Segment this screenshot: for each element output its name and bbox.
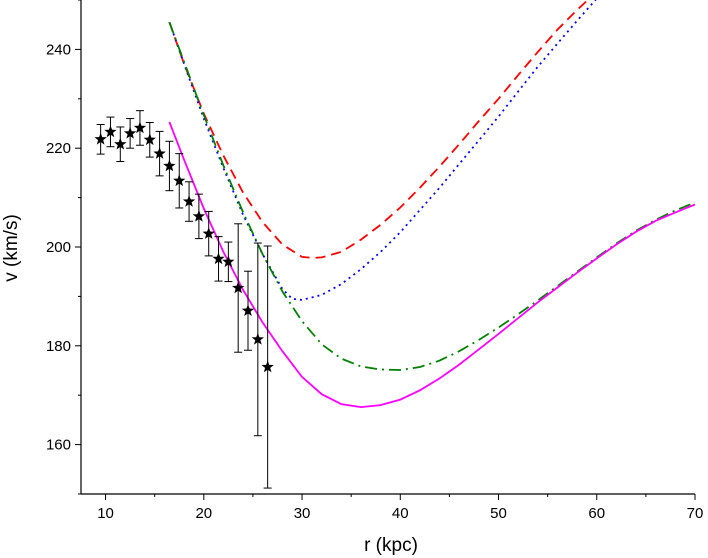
- x-tick-label: 50: [490, 505, 507, 522]
- star-marker: [143, 133, 156, 146]
- x-tick-label: 20: [195, 505, 212, 522]
- star-marker: [232, 281, 245, 294]
- star-marker: [261, 360, 274, 373]
- star-marker: [94, 132, 107, 145]
- star-marker: [173, 174, 186, 187]
- data-point: [251, 242, 264, 437]
- x-tick-label: 10: [97, 505, 114, 522]
- data-point: [232, 223, 245, 353]
- model-curve-4: [168, 121, 695, 409]
- data-point: [114, 126, 127, 163]
- x-axis-title: r (kpc): [364, 535, 418, 556]
- y-tick-label: 200: [46, 239, 71, 256]
- model-curve-2: [168, 0, 597, 301]
- star-marker: [182, 195, 196, 207]
- model-curve-1: [168, 0, 590, 259]
- data-point: [222, 241, 235, 283]
- star-marker: [104, 125, 117, 138]
- data-point: [163, 140, 176, 192]
- star-marker: [212, 252, 225, 265]
- star-marker: [222, 255, 235, 268]
- star-marker: [163, 159, 176, 172]
- data-point: [192, 193, 206, 240]
- star-marker: [241, 304, 255, 316]
- data-point: [241, 270, 255, 351]
- data-point: [202, 210, 215, 257]
- axes: 10 20 30 40 50 60 70 160 180 200 220 240: [46, 0, 703, 522]
- star-marker: [153, 147, 166, 159]
- y-tick-label: 240: [46, 41, 71, 58]
- y-tick-label: 220: [46, 140, 71, 157]
- x-tick-label: 40: [392, 505, 409, 522]
- y-tick-label: 180: [46, 338, 71, 355]
- star-marker: [251, 332, 264, 345]
- model-curves: [168, 0, 695, 409]
- star-marker: [133, 121, 147, 134]
- data-point: [133, 110, 147, 146]
- y-axis-title: v (km/s): [1, 214, 22, 282]
- data-point: [94, 123, 107, 155]
- data-point: [182, 181, 196, 222]
- star-marker: [202, 227, 215, 239]
- star-marker: [114, 137, 127, 150]
- y-tick-label: 160: [46, 437, 71, 454]
- x-tick-label: 30: [294, 505, 311, 522]
- data-point: [143, 122, 156, 158]
- model-curve-3: [168, 21, 695, 371]
- data-point: [123, 118, 137, 149]
- observed-points: [94, 110, 274, 489]
- data-point: [173, 153, 186, 209]
- data-point: [212, 236, 225, 282]
- star-marker: [123, 126, 137, 139]
- data-point: [261, 245, 274, 489]
- x-tick-label: 60: [588, 505, 605, 522]
- data-point: [153, 130, 166, 177]
- data-point: [104, 116, 117, 148]
- star-marker: [192, 209, 206, 222]
- x-tick-label: 70: [687, 505, 704, 522]
